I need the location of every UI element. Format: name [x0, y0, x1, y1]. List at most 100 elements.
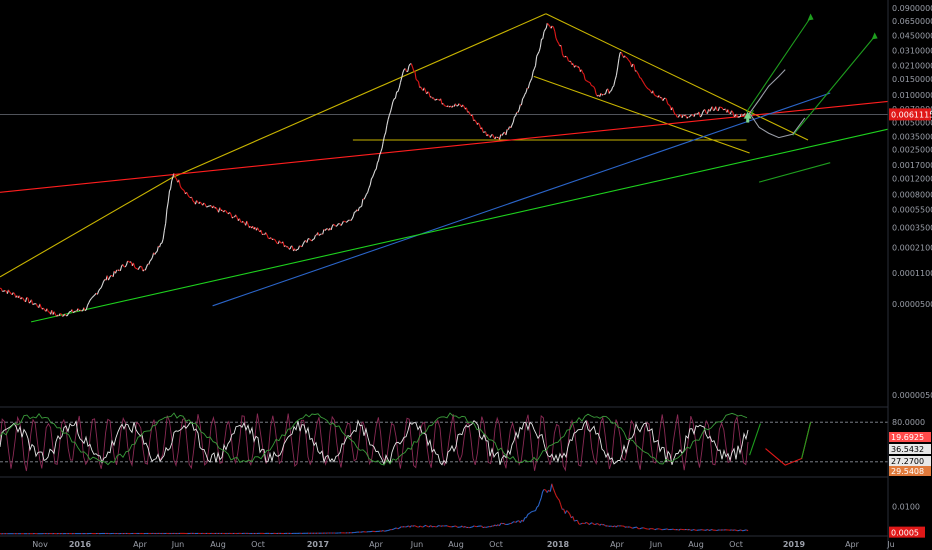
indicator-segment: [707, 529, 710, 531]
price-segment: [534, 56, 538, 66]
price-segment: [520, 98, 524, 106]
price-segment: [727, 109, 730, 114]
oscillator-value-label: 27.2700: [891, 457, 924, 466]
indicator-segment: [586, 521, 589, 524]
price-segment: [394, 91, 398, 99]
price-segment: [438, 99, 440, 101]
price-segment: [149, 259, 152, 262]
price-segment: [187, 194, 190, 198]
time-tick-label: Apr: [133, 540, 148, 549]
price-segment: [487, 134, 490, 136]
price-segment: [648, 89, 652, 92]
price-segment: [114, 269, 118, 274]
price-segment: [447, 105, 450, 108]
price-segment: [266, 234, 269, 239]
price-segment: [32, 303, 35, 306]
price-segment: [388, 112, 391, 116]
price-segment: [242, 220, 245, 224]
price-segment: [528, 80, 532, 84]
price-segment: [454, 103, 458, 107]
price-segment: [614, 75, 617, 81]
indicator-segment: [711, 529, 714, 531]
price-axis[interactable]: 0.0900000 0.0650000 0.0450000 0.0310000 0.02…: [887, 0, 932, 550]
price-segment: [732, 111, 735, 117]
price-segment: [584, 79, 587, 82]
indicator-segment: [503, 523, 506, 525]
price-segment: [306, 238, 309, 243]
price-segment: [360, 205, 363, 208]
price-segment: [199, 201, 202, 204]
price-segment: [565, 55, 568, 58]
price-segment: [159, 243, 162, 248]
price-segment: [359, 206, 361, 209]
price-segment: [644, 84, 647, 87]
time-axis[interactable]: Nov 2016 Apr Jun Aug Oct 2017 Apr Jun Aug Oct 2018 A…: [0, 535, 895, 549]
price-segment: [647, 88, 650, 91]
oscillator-fast-line: [0, 413, 749, 472]
indicator-segment: [419, 525, 422, 528]
current-price-label: 0.0061115: [891, 110, 932, 119]
indicator-segment: [572, 516, 575, 522]
oscillator-tick-label: 80.0000: [892, 418, 925, 427]
price-segment: [88, 300, 91, 304]
price-segment: [380, 147, 383, 152]
price-segment: [401, 71, 404, 78]
price-segment: [699, 115, 702, 118]
price-segment: [181, 187, 184, 190]
indicator-segment: [411, 525, 414, 527]
price-segment: [140, 265, 142, 268]
price-segment: [330, 226, 333, 231]
price-segment: [446, 105, 449, 108]
indicator-segment: [693, 529, 696, 531]
indicator-segment: [540, 491, 544, 499]
indicator-segment: [430, 525, 433, 528]
price-segment: [350, 218, 353, 221]
price-segment: [204, 203, 207, 208]
price-segment: [658, 95, 661, 98]
price-tick-label: 0.0310000: [892, 46, 932, 55]
oscillator-value-tag: [889, 444, 931, 454]
indicator-segment: [666, 528, 669, 531]
oscillator-value-label: 19.6925: [891, 433, 924, 442]
price-segment: [90, 296, 93, 300]
price-segment: [691, 114, 694, 116]
indicator-segment: [710, 528, 713, 531]
price-segment: [639, 77, 642, 79]
oscillator-panel: [0, 412, 888, 472]
price-segment: [551, 25, 554, 28]
price-segment: [586, 80, 588, 82]
price-segment: [709, 108, 712, 112]
price-segment: [366, 192, 369, 195]
current-price-tag: [889, 108, 931, 121]
indicator-segment: [418, 525, 421, 528]
price-segment: [165, 209, 168, 224]
price-segment: [392, 98, 395, 103]
price-segment: [462, 104, 465, 107]
indicator-value-tag: [889, 526, 925, 538]
price-segment: [641, 80, 644, 83]
price-segment: [382, 135, 386, 142]
price-segment: [667, 103, 670, 106]
price-segment: [235, 214, 238, 218]
price-segment: [564, 55, 567, 58]
price-tick-label: 0.0900000: [892, 4, 932, 13]
price-segment: [100, 284, 103, 289]
price-segment: [92, 295, 95, 298]
price-segment: [170, 180, 173, 189]
price-segment: [215, 207, 218, 211]
price-segment: [282, 241, 285, 247]
price-segment: [539, 39, 543, 48]
indicator-segment: [415, 525, 418, 528]
price-segment: [39, 303, 42, 308]
trendline-0: [0, 13, 547, 278]
price-segment: [62, 315, 65, 317]
price-segment: [580, 69, 584, 73]
price-segment: [179, 185, 182, 189]
indicator-segment: [743, 529, 746, 532]
price-segment: [445, 105, 448, 108]
price-segment: [370, 176, 374, 180]
price-segment: [297, 245, 301, 250]
indicator-segment: [543, 488, 546, 491]
price-segment: [615, 67, 619, 76]
indicator-segment: [532, 510, 535, 513]
